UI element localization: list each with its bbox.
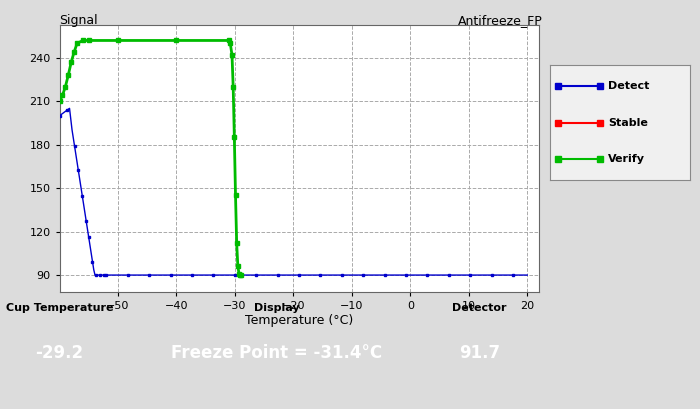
X-axis label: Temperature (°C): Temperature (°C) [245,314,354,327]
Text: Detect: Detect [608,81,650,91]
Text: Stable: Stable [608,118,648,128]
Text: Display: Display [253,303,300,313]
Text: Signal: Signal [60,14,98,27]
Text: 91.7: 91.7 [459,344,500,362]
Text: Cup Temperature: Cup Temperature [6,303,113,313]
Text: -29.2: -29.2 [36,344,83,362]
Text: Freeze Point = -31.4°C: Freeze Point = -31.4°C [171,344,382,362]
Text: Detector: Detector [452,303,507,313]
Text: Antifreeze_FP: Antifreeze_FP [458,14,542,27]
Text: Verify: Verify [608,154,645,164]
